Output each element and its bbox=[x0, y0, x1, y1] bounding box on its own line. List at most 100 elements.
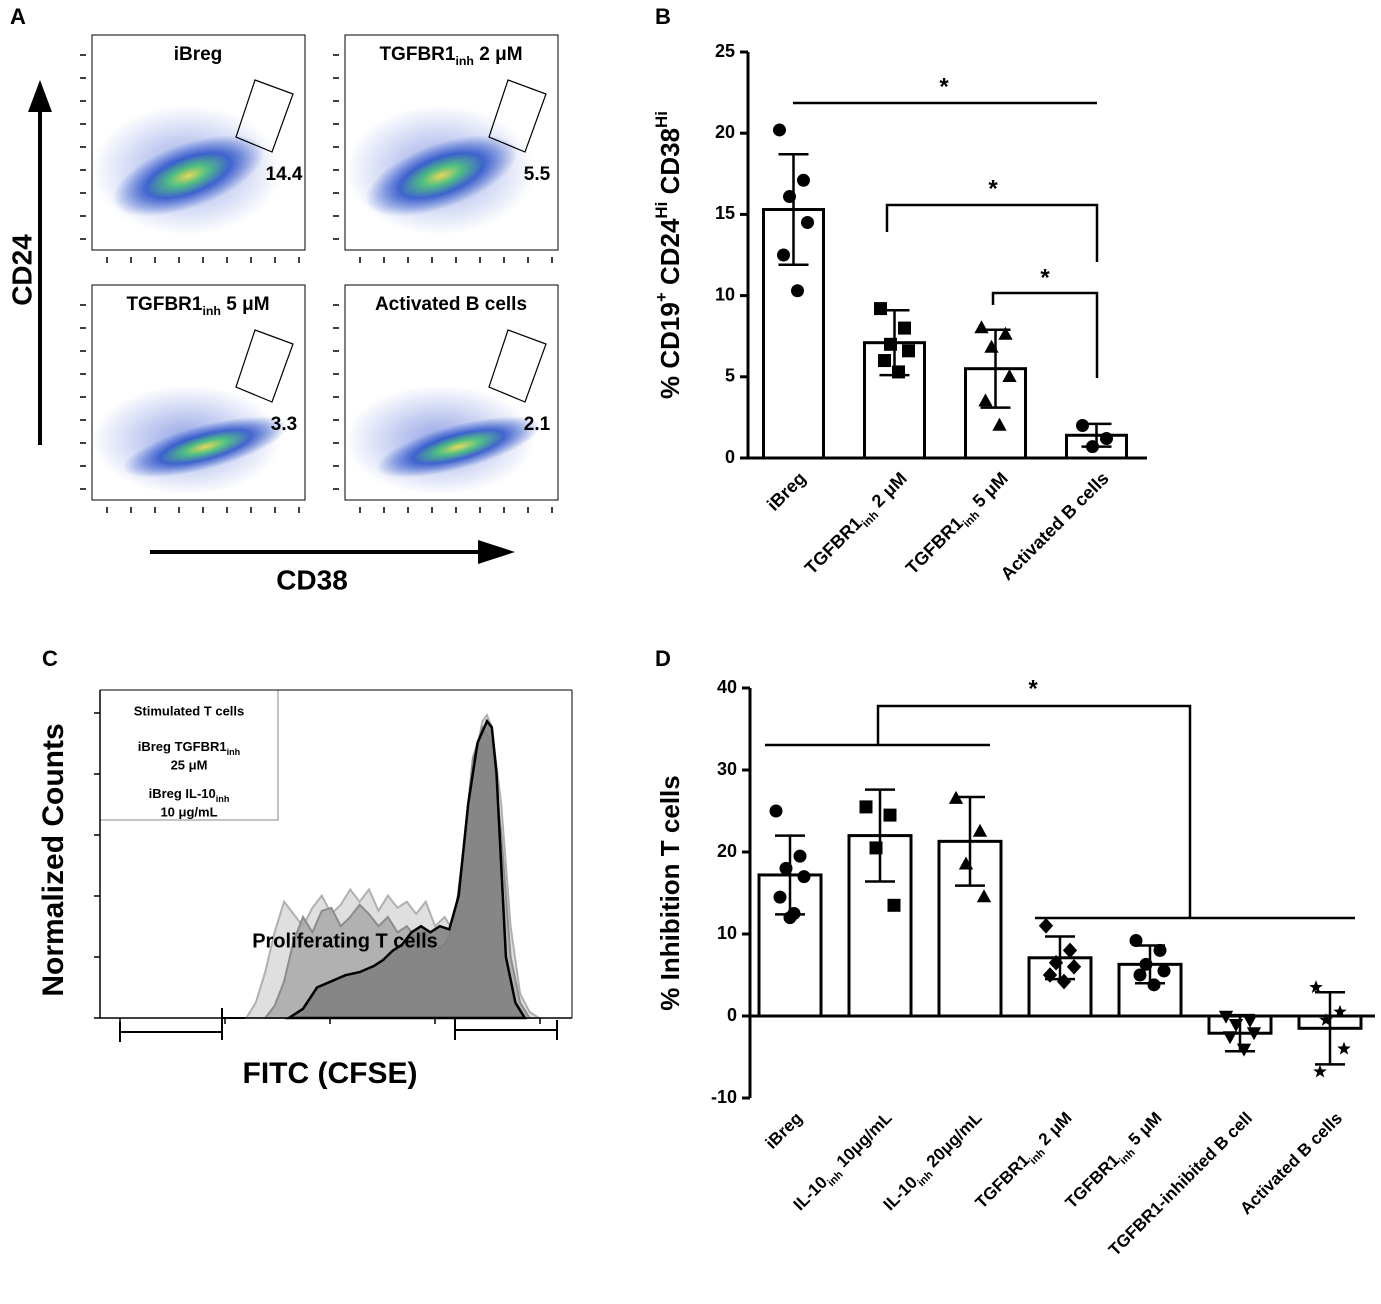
x-tick-label: iBreg bbox=[763, 468, 810, 515]
data-point bbox=[998, 326, 1013, 340]
data-point bbox=[1002, 369, 1017, 382]
data-point bbox=[1242, 1014, 1258, 1028]
data-point bbox=[1133, 968, 1147, 982]
significance-star: * bbox=[1040, 264, 1050, 291]
data-point bbox=[1147, 978, 1161, 992]
x-tick-label: TGFBR1inh 2 μM bbox=[801, 468, 914, 581]
gate bbox=[488, 79, 547, 153]
significance-brackets bbox=[765, 704, 1355, 920]
y-tick-label: 10 bbox=[715, 284, 735, 304]
data-point bbox=[1129, 934, 1143, 948]
data-point bbox=[1222, 1031, 1238, 1045]
data-point bbox=[1309, 980, 1323, 994]
text-part: inh bbox=[227, 747, 241, 757]
data-point bbox=[797, 173, 810, 187]
text-part: Hi bbox=[652, 202, 671, 219]
gate-value: 2.1 bbox=[524, 414, 551, 435]
data-point bbox=[1048, 954, 1064, 971]
data-point bbox=[974, 320, 989, 334]
data-point bbox=[1076, 419, 1089, 433]
plot-title: Activated B cells bbox=[375, 294, 527, 315]
data-point bbox=[976, 889, 992, 903]
data-point bbox=[874, 302, 887, 316]
data-point bbox=[779, 861, 793, 875]
data-point bbox=[978, 393, 993, 407]
y-tick-label: 10 bbox=[717, 923, 737, 943]
data-point bbox=[892, 365, 905, 379]
y-tick-label: 5 bbox=[725, 366, 735, 386]
text-part: TGFBR1 bbox=[972, 1151, 1034, 1213]
text-part: TGFBR1 bbox=[126, 294, 202, 315]
data-point bbox=[1319, 1012, 1333, 1026]
density-cloud bbox=[112, 134, 265, 217]
data-point bbox=[773, 123, 786, 137]
data-point bbox=[887, 898, 901, 912]
y-tick-label: 20 bbox=[717, 841, 737, 861]
text-part: 2 μM bbox=[474, 44, 523, 65]
text-part: 2 μM bbox=[1032, 1109, 1076, 1153]
data-point bbox=[1139, 957, 1153, 971]
gate bbox=[235, 329, 294, 403]
density-cloud bbox=[376, 416, 541, 478]
data-point bbox=[878, 354, 891, 368]
text-part: 20μg/mL bbox=[920, 1109, 986, 1175]
text-part: CD38 bbox=[655, 128, 685, 202]
data-point bbox=[859, 800, 873, 814]
legend-label: iBreg IL-10inh bbox=[149, 786, 230, 804]
text-part: inh bbox=[455, 54, 474, 68]
plot-title: TGFBR1inh 5 μM bbox=[126, 294, 269, 318]
histogram-area bbox=[284, 718, 528, 1020]
y-axis-label: % Inhibition T cells bbox=[655, 775, 685, 1010]
text-part: TGFBR1 bbox=[1062, 1151, 1124, 1213]
y-tick-label: 40 bbox=[717, 677, 737, 697]
text-part: iBreg IL-10 bbox=[149, 786, 216, 801]
data-point bbox=[1337, 1041, 1351, 1055]
legend-label: Stimulated T cells bbox=[134, 703, 245, 718]
legend-label: 10 μg/mL bbox=[160, 804, 217, 819]
legend-box bbox=[99, 689, 279, 821]
text-part: iBreg TGFBR1 bbox=[138, 739, 227, 754]
y-tick-label: 30 bbox=[717, 759, 737, 779]
data-point bbox=[869, 841, 883, 855]
x-tick-label: Activated B cells bbox=[997, 468, 1113, 584]
legend-label: 25 μM bbox=[171, 757, 208, 772]
gate bbox=[488, 329, 547, 403]
data-point bbox=[797, 870, 811, 884]
y-tick-label: 15 bbox=[715, 203, 735, 223]
data-point bbox=[1313, 1064, 1327, 1078]
y-axis-label: % CD19+ CD24Hi CD38Hi bbox=[652, 111, 685, 399]
y-tick-label: 25 bbox=[715, 41, 735, 61]
text-part: inh bbox=[216, 794, 230, 804]
gate bbox=[235, 79, 294, 153]
density-cloud bbox=[123, 416, 288, 478]
data-point bbox=[948, 790, 964, 804]
y-tick-label: 0 bbox=[727, 1005, 737, 1025]
text-part: TGFBR1 bbox=[379, 44, 455, 65]
legend-label: iBreg TGFBR1inh bbox=[138, 739, 240, 757]
data-point bbox=[773, 890, 787, 904]
significance-star: * bbox=[1028, 675, 1038, 702]
x-tick-label: IL-10inh 20μg/mL bbox=[880, 1109, 988, 1217]
data-point bbox=[1153, 943, 1167, 957]
panel-letter: A bbox=[10, 4, 26, 29]
data-point bbox=[898, 321, 911, 335]
data-point bbox=[1157, 964, 1171, 978]
text-part: % CD19 bbox=[655, 302, 685, 399]
x-tick-label: iBreg bbox=[762, 1109, 806, 1153]
x-tick-label: TGFBR1inh 5 μM bbox=[902, 468, 1015, 581]
text-part: TGFBR1 bbox=[801, 513, 866, 578]
data-point bbox=[1038, 918, 1054, 934]
text-part: 2 μM bbox=[864, 468, 911, 515]
arrow-head bbox=[28, 80, 52, 112]
data-point bbox=[984, 339, 999, 353]
significance-brackets bbox=[793, 101, 1099, 378]
annotation: Proliferating T cells bbox=[252, 930, 438, 952]
data-point bbox=[801, 216, 814, 230]
data-point bbox=[1333, 1004, 1347, 1018]
data-point bbox=[1236, 1043, 1252, 1057]
axis-arrows bbox=[38, 110, 480, 554]
gate-value: 3.3 bbox=[271, 414, 297, 435]
data-point bbox=[783, 911, 797, 925]
data-point bbox=[769, 804, 783, 818]
data-point bbox=[793, 849, 807, 863]
